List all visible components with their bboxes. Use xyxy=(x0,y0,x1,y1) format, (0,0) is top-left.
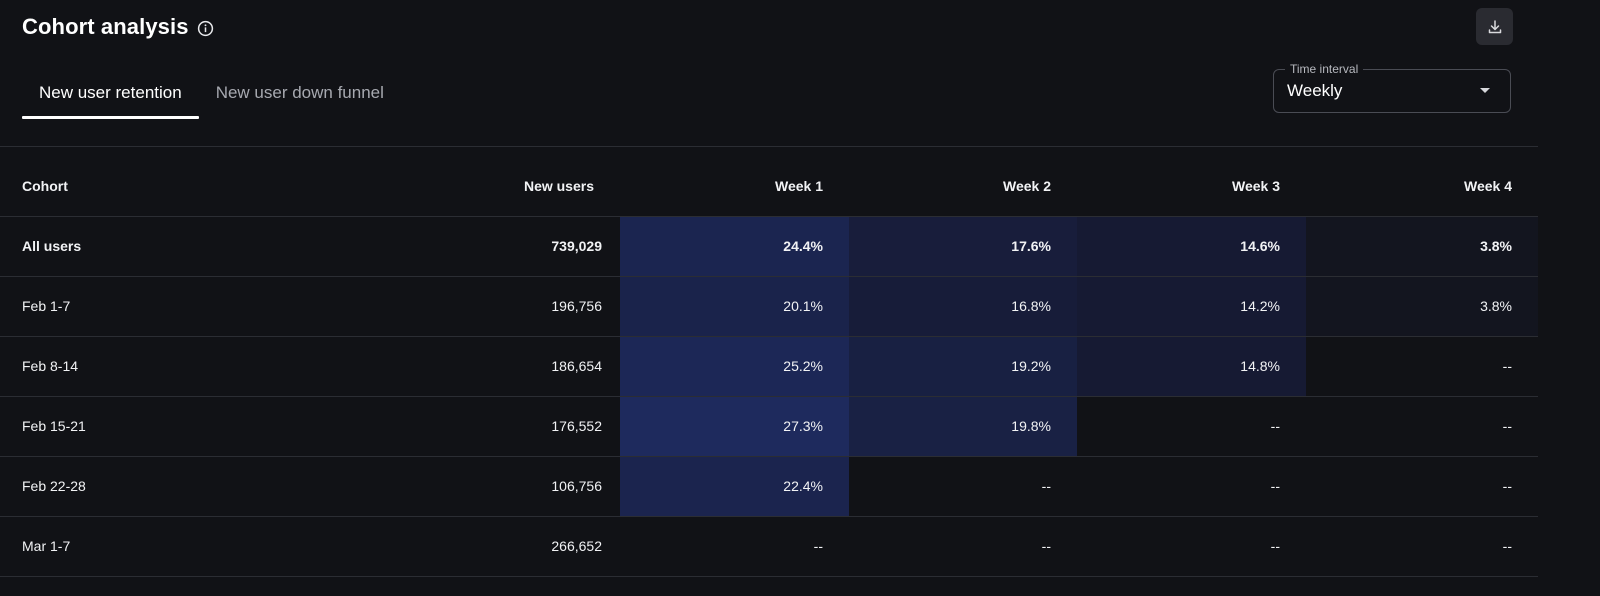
new-users-cell: 266,652 xyxy=(551,538,602,554)
new-users-cell: 196,756 xyxy=(551,298,602,314)
tab-bar: New user retention New user down funnel xyxy=(22,68,401,121)
retention-cell-week-1: 27.3% xyxy=(620,396,849,456)
new-users-cell: 186,654 xyxy=(551,358,602,374)
table-row: Mar 1-7 266,652 -- -- -- -- xyxy=(0,516,1538,576)
retention-cell-week-2: -- xyxy=(1041,478,1051,494)
section-divider xyxy=(0,146,1538,147)
retention-cell-week-2: 19.8% xyxy=(849,396,1077,456)
table-row: Feb 22-28 106,756 22.4% -- -- -- xyxy=(0,456,1538,516)
retention-cell-week-2: -- xyxy=(1041,538,1051,554)
retention-cell-week-4: -- xyxy=(1502,478,1512,494)
cohort-cell: Mar 1-7 xyxy=(22,538,71,554)
column-header-week-4[interactable]: Week 4 xyxy=(1464,178,1512,195)
new-users-cell: 176,552 xyxy=(551,418,602,434)
cohort-cell: Feb 8-14 xyxy=(22,358,79,374)
retention-cell-week-4: -- xyxy=(1502,418,1512,434)
column-header-new-users[interactable]: New users xyxy=(523,178,594,195)
cohort-cell: Feb 1-7 xyxy=(22,298,71,314)
retention-cell-week-3: -- xyxy=(1270,418,1280,434)
cohort-table: Cohort New users Week 1 Week 2 Week 3 We… xyxy=(0,157,1538,577)
info-circle-icon[interactable] xyxy=(197,19,215,37)
new-users-cell: 106,756 xyxy=(551,478,602,494)
download-button[interactable] xyxy=(1476,8,1513,45)
retention-cell-week-4: 3.8% xyxy=(1306,216,1538,276)
retention-cell-week-4: 3.8% xyxy=(1306,276,1538,336)
download-icon xyxy=(1488,19,1501,33)
table-row-all-users: All users 739,029 24.4% 17.6% 14.6% 3.8% xyxy=(0,216,1538,276)
caret-down-icon xyxy=(1480,88,1490,93)
cohort-cell: Feb 22-28 xyxy=(22,478,86,494)
table-row: Feb 8-14 186,654 25.2% 19.2% 14.8% -- xyxy=(0,336,1538,396)
retention-cell-week-4: -- xyxy=(1502,538,1512,554)
page-title: Cohort analysis xyxy=(22,14,189,39)
cohort-cell: Feb 15-21 xyxy=(22,418,86,434)
column-header-week-3[interactable]: Week 3 xyxy=(1232,178,1280,195)
retention-cell-week-1: 24.4% xyxy=(620,216,849,276)
time-interval-value: Weekly xyxy=(1287,81,1343,100)
table-header-row: Cohort New users Week 1 Week 2 Week 3 We… xyxy=(0,157,1538,216)
time-interval-select[interactable]: Time interval Weekly xyxy=(1273,62,1511,113)
retention-cell-week-1: 22.4% xyxy=(620,456,849,516)
retention-cell-week-1: 25.2% xyxy=(620,336,849,396)
retention-cell-week-1: 20.1% xyxy=(620,276,849,336)
tab-new-user-down-funnel[interactable]: New user down funnel xyxy=(215,83,384,102)
retention-cell-week-2: 17.6% xyxy=(849,216,1077,276)
panel-header: Cohort analysis xyxy=(22,14,215,40)
new-users-cell: 739,029 xyxy=(551,238,602,254)
table-row: Feb 15-21 176,552 27.3% 19.8% -- -- xyxy=(0,396,1538,456)
time-interval-label: Time interval xyxy=(1285,62,1364,76)
column-header-cohort[interactable]: Cohort xyxy=(22,178,68,195)
retention-cell-week-3: -- xyxy=(1270,478,1280,494)
retention-cell-week-3: 14.6% xyxy=(1077,216,1306,276)
retention-cell-week-3: 14.2% xyxy=(1077,276,1306,336)
column-header-week-2[interactable]: Week 2 xyxy=(1003,178,1051,195)
retention-cell-week-2: 19.2% xyxy=(849,336,1077,396)
tab-new-user-retention[interactable]: New user retention xyxy=(22,68,199,119)
retention-cell-week-3: -- xyxy=(1270,538,1280,554)
retention-cell-week-3: 14.8% xyxy=(1077,336,1306,396)
retention-cell-week-4: -- xyxy=(1502,358,1512,374)
retention-cell-week-1: -- xyxy=(813,538,823,554)
table-row: Feb 1-7 196,756 20.1% 16.8% 14.2% 3.8% xyxy=(0,276,1538,336)
column-header-week-1[interactable]: Week 1 xyxy=(775,178,823,195)
retention-cell-week-2: 16.8% xyxy=(849,276,1077,336)
cohort-cell: All users xyxy=(22,238,82,254)
